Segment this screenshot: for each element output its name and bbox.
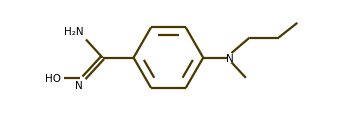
Text: N: N — [226, 53, 233, 63]
Text: N: N — [75, 80, 83, 90]
Text: HO: HO — [45, 73, 61, 83]
Text: H₂N: H₂N — [64, 27, 84, 37]
